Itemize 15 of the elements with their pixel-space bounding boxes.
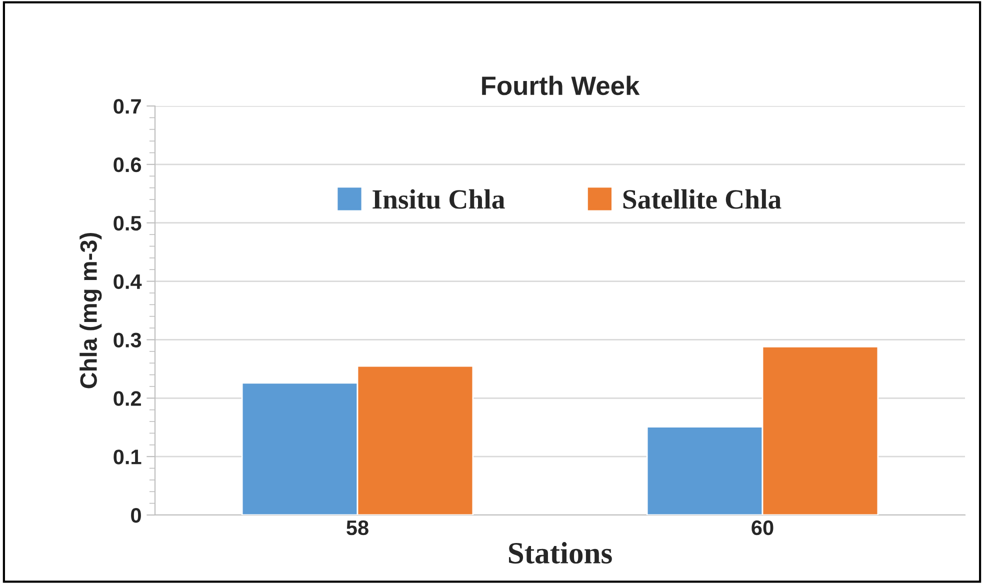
y-tick-label: 0.4	[114, 274, 142, 290]
y-tick-label: 0	[131, 508, 141, 523]
y-tick-label: 0.2	[114, 391, 141, 406]
x-tick-label: 60	[752, 520, 774, 536]
legend-label: Satellite Chla	[623, 189, 782, 209]
y-tick-label: 0.7	[114, 99, 141, 114]
x-axis-title: Stations	[508, 542, 612, 564]
y-axis-title: Chla (mg m-3)	[80, 232, 102, 388]
y-tick-label: 0.5	[114, 216, 142, 231]
x-tick-label: 58	[346, 520, 368, 536]
chart-title: Fourth Week	[482, 76, 640, 96]
y-tick-label: 0.1	[114, 450, 142, 464]
y-tick-label: 0.6	[114, 157, 142, 172]
y-tick-label: 0.3	[114, 332, 142, 348]
legend-label: Insitu Chla	[372, 189, 505, 209]
